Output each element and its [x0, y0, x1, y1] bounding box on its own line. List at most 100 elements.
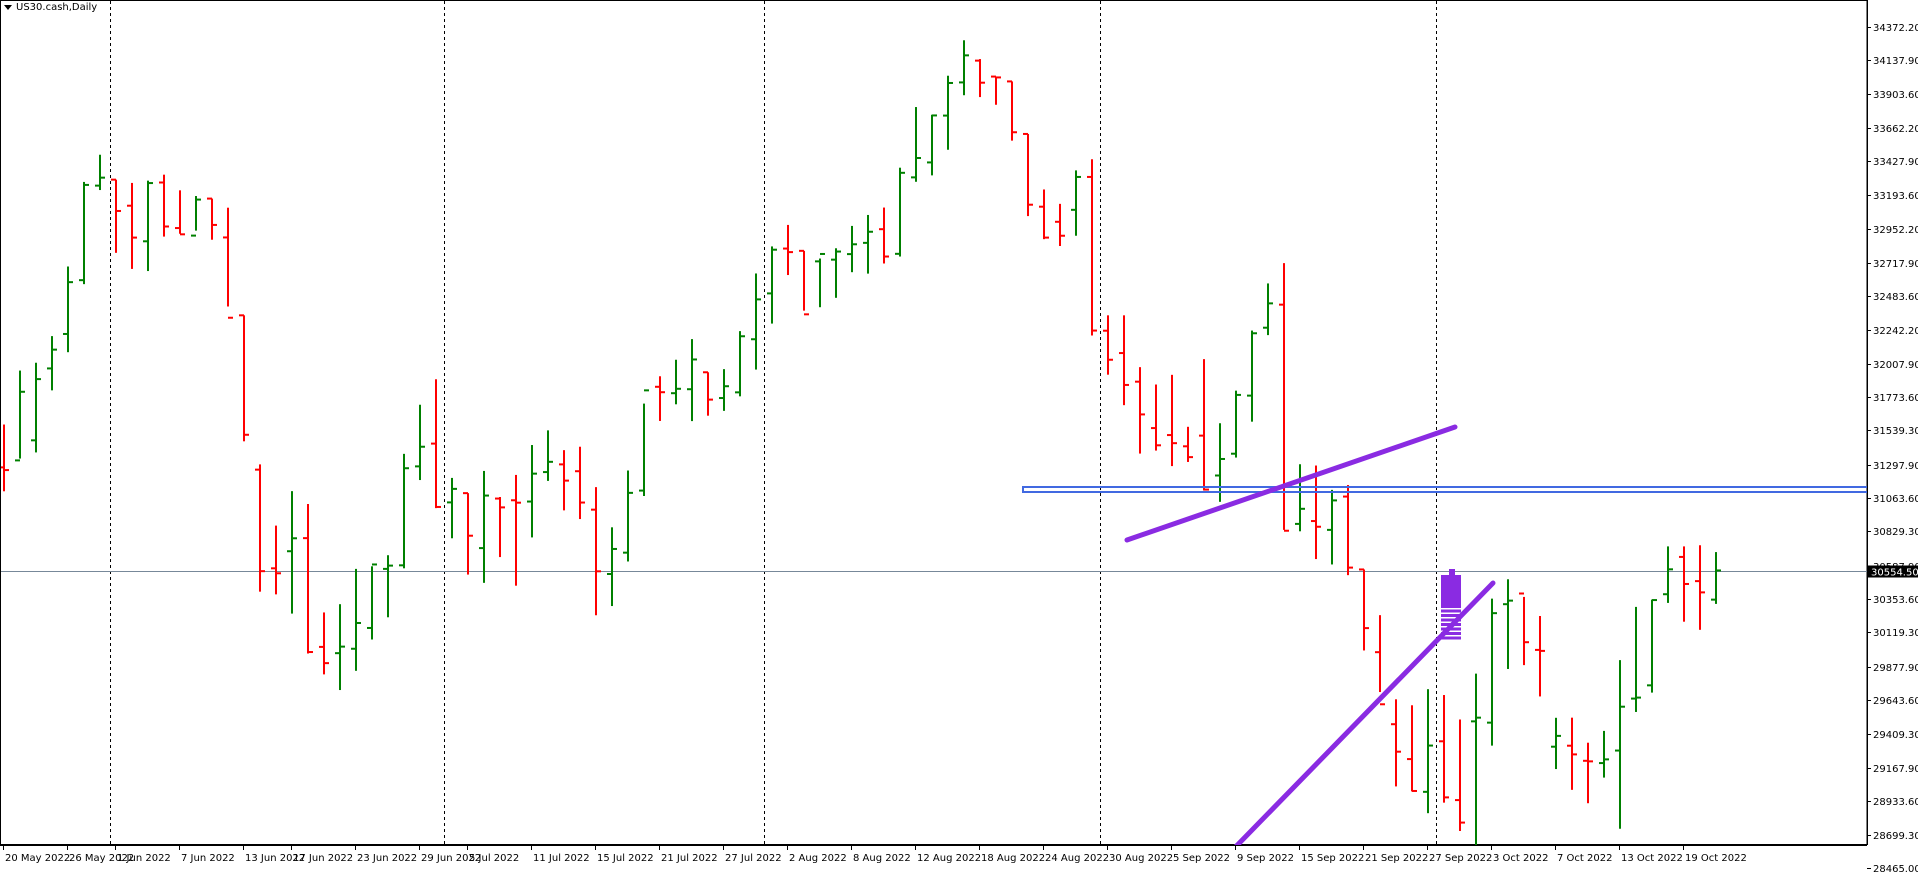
price-tick-label: 34137.90 [1873, 56, 1918, 67]
ohlc-bar [383, 555, 393, 618]
ohlc-bar [271, 525, 281, 595]
ohlc-bar [1711, 552, 1721, 604]
upper-trendline[interactable] [1124, 424, 1458, 543]
price-tick-label: 33903.60 [1873, 90, 1918, 101]
plot-area [1, 1, 1867, 845]
ohlc-bar [1199, 359, 1209, 491]
price-tick-label: 32952.20 [1873, 225, 1918, 236]
cluster-marker-drawing[interactable] [1441, 569, 1461, 640]
ohlc-bar [207, 197, 217, 240]
ohlc-bar [767, 246, 777, 324]
price-tick-label: 28699.30 [1873, 831, 1918, 842]
ohlc-bar [1647, 599, 1657, 693]
date-tick-label: 23 Jun 2022 [357, 853, 417, 864]
price-tick-label: 31063.60 [1873, 494, 1918, 505]
ohlc-bar [543, 430, 553, 481]
ohlc-bar [1023, 132, 1033, 217]
ohlc-bar [1311, 465, 1321, 560]
ohlc-bar [1327, 489, 1337, 565]
ohlc-bar [367, 563, 377, 640]
ohlc-bar [431, 379, 441, 509]
date-tick-label: 13 Jun 2022 [245, 853, 305, 864]
ohlc-bar [1423, 689, 1433, 814]
price-tick-label: 29409.30 [1873, 730, 1918, 741]
date-tick-label: 27 Jul 2022 [725, 853, 782, 864]
ohlc-bar [735, 331, 745, 397]
horizontal-zone-drawing[interactable] [1022, 486, 1867, 493]
ohlc-bar [815, 252, 825, 308]
ohlc-bar [527, 445, 537, 538]
ohlc-bar [1439, 695, 1449, 803]
ohlc-bar [175, 190, 185, 236]
ohlc-bar [159, 174, 169, 237]
ohlc-bar [63, 266, 73, 353]
price-tick-label: 33427.90 [1873, 157, 1918, 168]
date-tick-label: 5 Sep 2022 [1173, 853, 1230, 864]
ohlc-bar [1615, 660, 1625, 829]
ohlc-bar [399, 453, 409, 569]
ohlc-bar [879, 207, 889, 264]
ohlc-bar [479, 470, 489, 583]
ohlc-bar [1695, 545, 1705, 630]
ohlc-bar [1263, 283, 1273, 336]
ohlc-bar [319, 612, 329, 675]
ohlc-bar [1375, 615, 1385, 706]
ohlc-bar [1391, 699, 1401, 787]
date-tick-label: 8 Aug 2022 [853, 853, 911, 864]
ohlc-bar [1567, 717, 1577, 790]
price-tick-label: 32717.90 [1873, 259, 1918, 270]
price-tick-label: 32242.20 [1873, 326, 1918, 337]
date-tick-label: 20 May 2022 [5, 853, 70, 864]
price-axis[interactable]: 34372.20 34137.90 33903.60 33662.20 33427.90… [1867, 0, 1918, 875]
ohlc-bar [255, 464, 265, 592]
price-tick-label: 31297.90 [1873, 461, 1918, 472]
ohlc-bar [1663, 546, 1673, 603]
ohlc-bar [1, 424, 9, 492]
ohlc-bar [95, 154, 105, 191]
ohlc-bar [447, 477, 457, 539]
ohlc-bar [943, 75, 953, 150]
ohlc-bar [1679, 546, 1689, 622]
date-tick-label: 29 Jun 2022 [421, 853, 481, 864]
ohlc-bar [575, 446, 585, 520]
ohlc-bar [191, 196, 201, 237]
date-tick-label: 7 Oct 2022 [1557, 853, 1612, 864]
ohlc-bar [639, 389, 649, 496]
ohlc-bar [31, 362, 41, 453]
date-tick-label: 18 Aug 2022 [981, 853, 1045, 864]
date-tick-label: 19 Oct 2022 [1685, 853, 1747, 864]
ohlc-bar [591, 487, 601, 616]
ohlc-bar [303, 503, 313, 654]
ohlc-bar [1119, 315, 1129, 406]
ohlc-bar [335, 604, 345, 691]
date-tick-label: 15 Sep 2022 [1301, 853, 1364, 864]
ohlc-bar [1087, 159, 1097, 336]
date-tick-label: 5 Jul 2022 [469, 853, 519, 864]
date-tick-label: 13 Oct 2022 [1621, 853, 1683, 864]
ohlc-bar [1487, 598, 1497, 746]
date-tick-label: 12 Aug 2022 [917, 853, 981, 864]
ohlc-bar [1007, 80, 1017, 141]
dropdown-triangle-icon[interactable] [4, 5, 12, 10]
ohlc-bar [351, 568, 361, 671]
ohlc-bar [1167, 374, 1177, 467]
date-tick-label: 1 Jun 2022 [117, 853, 171, 864]
ohlc-bar [1471, 673, 1481, 845]
ohlc-bar [799, 249, 809, 316]
ohlc-bar [511, 474, 521, 586]
ohlc-bar [1215, 423, 1225, 502]
ohlc-bar [1055, 203, 1065, 246]
chart-title-bar: US30.cash,Daily [4, 2, 98, 13]
ohlc-bar [463, 492, 473, 575]
date-tick-label: 21 Jul 2022 [661, 853, 718, 864]
ohlc-bar [1407, 705, 1417, 792]
ohlc-bar [223, 207, 233, 319]
ohlc-bar [1455, 719, 1465, 831]
ohlc-bar [415, 404, 425, 481]
date-tick-label: 17 Jun 2022 [293, 853, 353, 864]
ohlc-bar [895, 167, 905, 257]
ohlc-bar [1183, 426, 1193, 462]
